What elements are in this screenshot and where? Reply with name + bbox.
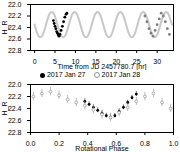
svg-text:0.0: 0.0 (26, 140, 36, 147)
svg-text:22.8: 22.8 (8, 129, 22, 136)
svg-text:H_R: H_R (1, 20, 9, 34)
svg-text:22.4: 22.4 (8, 24, 22, 31)
svg-text:22.0: 22.0 (8, 1, 22, 8)
html-text:2017 Jan 28: 2017 Jan 28 (101, 71, 140, 78)
svg-text:0.2: 0.2 (54, 140, 64, 147)
svg-text:5: 5 (53, 58, 57, 65)
svg-text:22.8: 22.8 (8, 47, 22, 54)
svg-text:30: 30 (153, 58, 161, 65)
svg-text:22.0: 22.0 (8, 81, 22, 88)
svg-text:Time from JD 2457780.7 [hr]: Time from JD 2457780.7 [hr] (58, 63, 147, 71)
svg-text:0.8: 0.8 (140, 140, 150, 147)
svg-text:0: 0 (33, 58, 37, 65)
svg-text:22.6: 22.6 (8, 117, 22, 124)
svg-text:H_R: H_R (1, 101, 9, 115)
html-text:2017 Jan 27: 2017 Jan 27 (47, 71, 86, 78)
svg-text:22.2: 22.2 (8, 93, 22, 100)
svg-text:22.2: 22.2 (8, 12, 22, 19)
svg-text:Rotational Phase: Rotational Phase (75, 145, 128, 152)
svg-text:22.6: 22.6 (8, 35, 22, 42)
svg-text:1.0: 1.0 (169, 140, 179, 147)
svg-text:22.4: 22.4 (8, 105, 22, 112)
